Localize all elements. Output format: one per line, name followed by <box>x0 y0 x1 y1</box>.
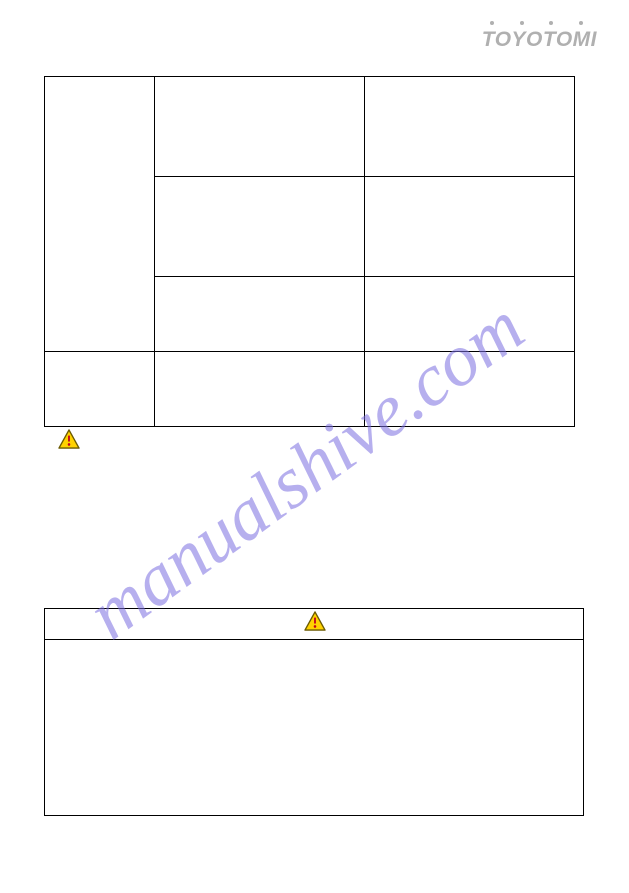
table-cell <box>155 352 365 427</box>
table-cell <box>45 77 155 352</box>
page: TOYOTOMI manualshive.com <box>0 0 629 893</box>
table-cell <box>45 352 155 427</box>
table-cell <box>365 177 575 277</box>
table-cell <box>365 277 575 352</box>
table-cell <box>155 177 365 277</box>
caution-box <box>44 608 584 816</box>
brand-logo-dots <box>482 21 597 25</box>
content-table <box>44 76 575 427</box>
brand-logo: TOYOTOMI <box>482 28 597 52</box>
table-cell <box>365 352 575 427</box>
warning-icon <box>58 429 80 449</box>
table-cell <box>365 77 575 177</box>
caution-box-divider <box>45 639 583 640</box>
brand-logo-text: TOYOTOMI <box>482 28 597 51</box>
table-cell <box>155 77 365 177</box>
table-cell <box>155 277 365 352</box>
